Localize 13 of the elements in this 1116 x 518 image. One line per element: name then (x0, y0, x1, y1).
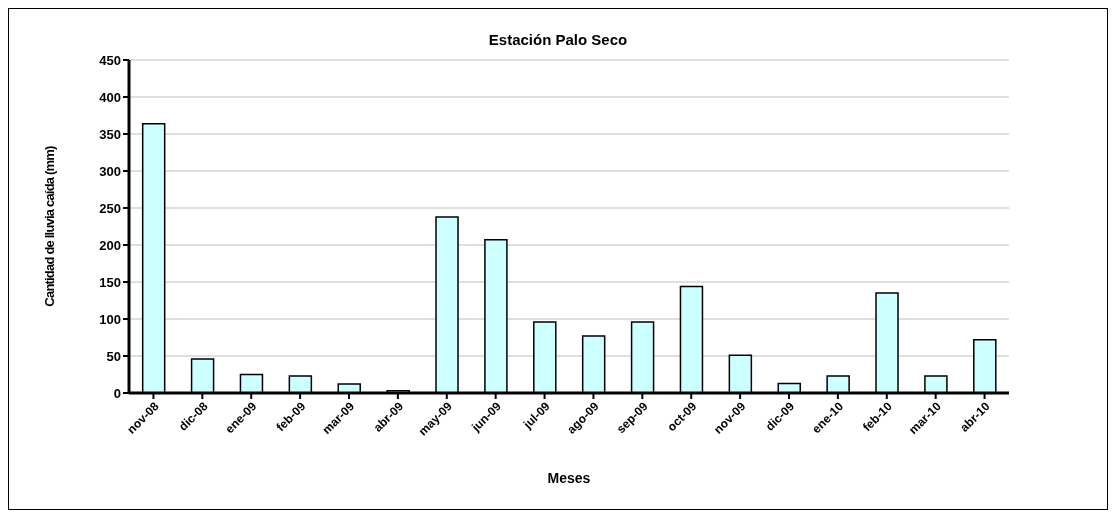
y-tick-label: 50 (106, 348, 121, 364)
y-tick-label: 200 (99, 237, 121, 253)
y-tick-label: 100 (99, 311, 121, 327)
x-axis-title: Meses (547, 470, 591, 486)
y-axis-title: Cantidad de lluvia caída (mm) (41, 145, 57, 307)
y-tick-label: 150 (99, 274, 121, 290)
y-tick-label: 350 (99, 126, 121, 142)
chart-title: Estación Palo Seco (487, 30, 629, 48)
y-tick-label: 300 (99, 163, 121, 179)
y-tick-label: 400 (99, 89, 121, 105)
y-tick-label: 250 (99, 200, 121, 216)
y-tick-label: 450 (99, 52, 121, 68)
y-tick-label: 0 (113, 385, 121, 401)
